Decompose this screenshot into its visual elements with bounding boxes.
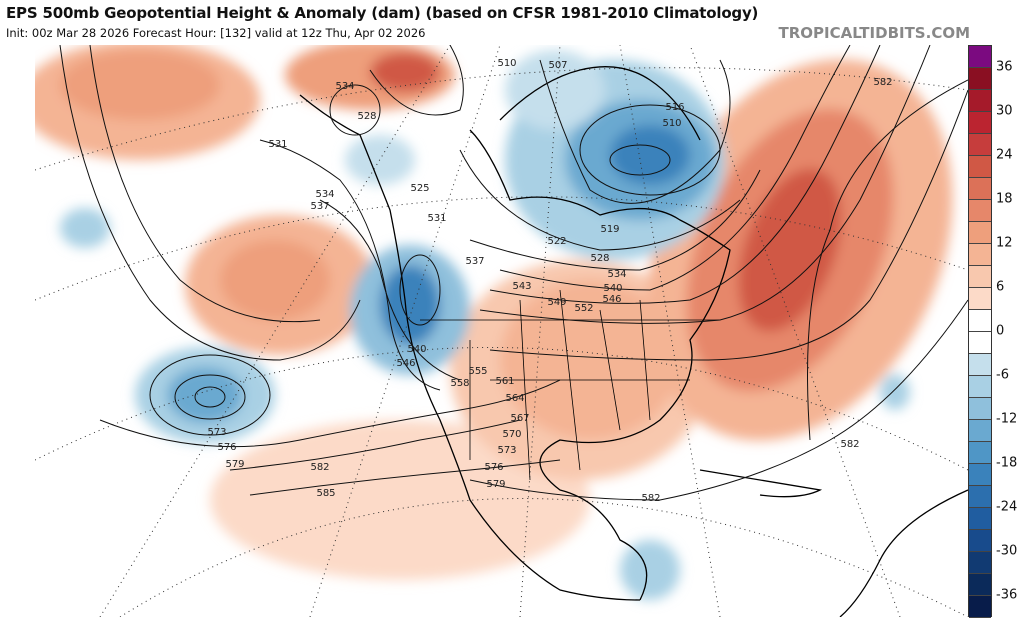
colorbar-segment [969,398,991,420]
colorbar-segment [969,376,991,398]
colorbar-segment [969,90,991,112]
contour-label: 528 [590,253,609,264]
contour-label: 519 [600,224,619,235]
contour-label: 579 [486,479,505,490]
colorbar-label: -24 [996,499,1018,515]
contour-label: 507 [548,60,567,71]
contour-label: 558 [450,378,469,389]
colorbar-label: 36 [996,59,1013,75]
map-title: EPS 500mb Geopotential Height & Anomaly … [6,4,759,22]
colorbar-segment [969,244,991,266]
colorbar-segment [969,266,991,288]
colorbar-segment [969,332,991,354]
colorbar-label: 12 [996,235,1013,251]
contour-label: 552 [574,303,593,314]
colorbar-segment [969,354,991,376]
contour-label: 573 [207,427,226,438]
colorbar-label: -12 [996,411,1018,427]
contour-label: 510 [497,58,516,69]
lat-lon-grid [35,45,968,617]
contour-label: 549 [547,297,566,308]
colorbar-segment [969,420,991,442]
colorbar-segment [969,112,991,134]
colorbar [968,45,992,618]
colorbar-segment [969,288,991,310]
contour-label: 531 [427,213,446,224]
contour-label: 534 [335,81,354,92]
colorbar-label: 24 [996,147,1013,163]
contour-label: 582 [310,462,329,473]
contour-label: 540 [603,283,622,294]
contour-label: 540 [407,344,426,355]
colorbar-label: 30 [996,103,1013,119]
colorbar-segment [969,310,991,332]
contour-label: 525 [410,183,429,194]
colorbar-segment [969,134,991,156]
colorbar-label: 0 [996,323,1005,339]
contour-label: 576 [217,442,236,453]
colorbar-segment [969,530,991,552]
colorbar-segment [969,596,991,618]
height-contours [59,45,968,501]
contour-label: 585 [316,488,335,499]
contour-label: 534 [315,189,334,200]
contour-label: 573 [497,445,516,456]
colorbar-segment [969,222,991,244]
contour-label: 555 [468,366,487,377]
contour-label: 564 [505,393,524,404]
colorbar-segment [969,200,991,222]
contour-label: 537 [310,201,329,212]
colorbar-label: 6 [996,279,1005,295]
colorbar-segment [969,574,991,596]
colorbar-label: 18 [996,191,1013,207]
contour-label: 582 [873,77,892,88]
contour-label: 537 [465,256,484,267]
contour-label: 579 [225,459,244,470]
colorbar-label: -18 [996,455,1018,471]
colorbar-label: -6 [996,367,1009,383]
contour-label: 570 [502,429,521,440]
colorbar-label: -36 [996,587,1018,603]
colorbar-label: -30 [996,543,1018,559]
map-subtitle: Init: 00z Mar 28 2026 Forecast Hour: [13… [6,26,426,40]
colorbar-segment [969,46,991,68]
contour-label: 546 [602,294,621,305]
contour-label: 534 [607,269,626,280]
contour-label: 576 [484,462,503,473]
contour-label: 582 [840,439,859,450]
colorbar-segment [969,442,991,464]
contour-label: 567 [510,413,529,424]
colorbar-segment [969,156,991,178]
colorbar-segment [969,178,991,200]
contour-label: 543 [512,281,531,292]
colorbar-segment [969,552,991,574]
contour-label: 510 [662,118,681,129]
contour-label: 531 [268,139,287,150]
colorbar-segment [969,464,991,486]
colorbar-segment [969,486,991,508]
contour-label: 516 [665,102,684,113]
colorbar-segment [969,508,991,530]
contour-label: 546 [396,358,415,369]
contour-label: 528 [357,111,376,122]
brand-watermark: TROPICALTIDBITS.COM [778,24,971,42]
colorbar-segment [969,68,991,90]
contour-label: 582 [641,493,660,504]
contour-label: 522 [547,236,566,247]
contour-label: 561 [495,376,514,387]
anomaly-shading [35,45,953,600]
